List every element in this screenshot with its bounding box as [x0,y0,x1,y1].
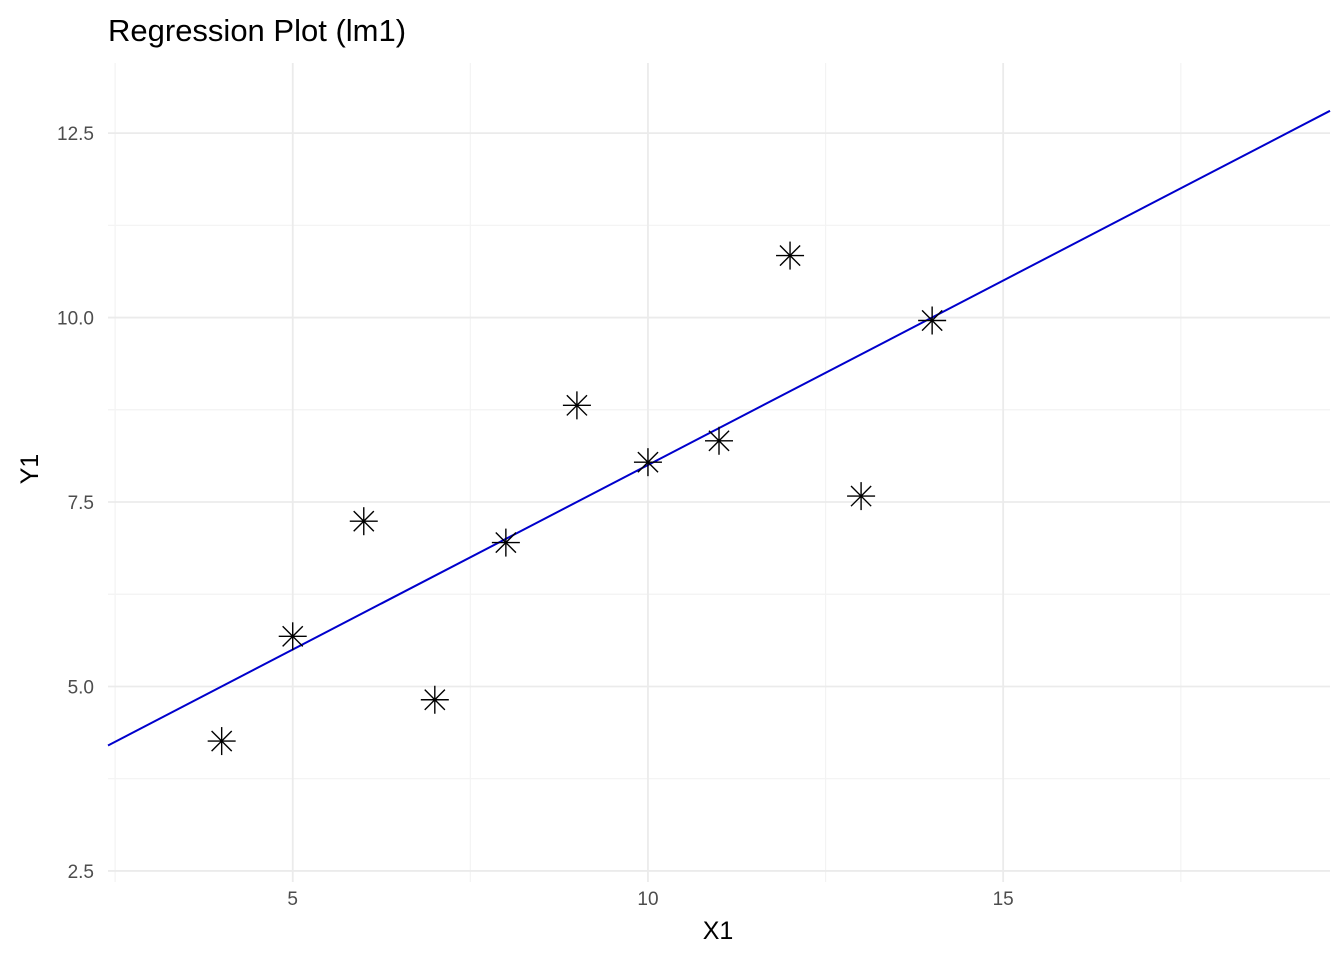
y-tick-label-4: 12.5 [57,124,94,145]
data-point-8 [776,241,805,270]
data-point-7 [207,727,236,756]
data-point-2 [847,482,876,511]
data-point-0 [633,448,662,477]
y-tick-label-2: 7.5 [68,493,94,514]
y-tick-label-0: 2.5 [68,862,94,883]
data-point-1 [491,528,520,557]
x-axis-title: X1 [703,917,734,945]
chart-title: Regression Plot (lm1) [108,13,406,48]
data-points [207,241,947,756]
x-tick-label-1: 10 [637,889,658,910]
data-point-10 [278,622,307,651]
data-point-9 [420,685,449,714]
y-tick-label-3: 10.0 [57,309,94,330]
x-tick-label-0: 5 [287,889,298,910]
data-point-5 [918,306,947,335]
data-point-3 [562,391,591,420]
y-tick-label-1: 5.0 [68,677,94,698]
data-point-6 [349,507,378,536]
data-point-4 [705,426,733,455]
x-axis-ticks: 5 10 15 [287,889,1013,910]
gridlines [108,63,1330,882]
x-tick-label-2: 15 [993,889,1014,910]
y-axis-title: Y1 [16,454,44,485]
y-axis-ticks: 2.5 5.0 7.5 10.0 12.5 [57,124,94,883]
